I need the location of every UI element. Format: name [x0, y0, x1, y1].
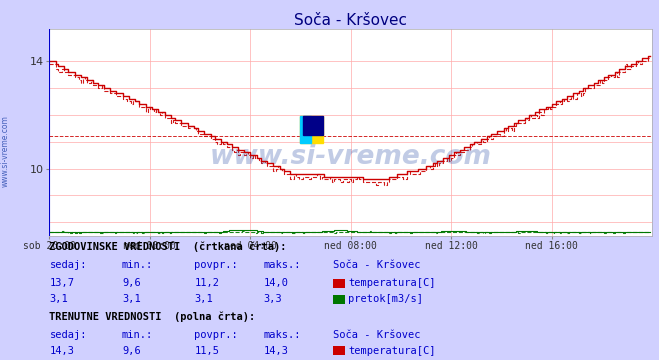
- Text: 14,0: 14,0: [264, 278, 289, 288]
- Text: ZGODOVINSKE VREDNOSTI  (črtkana črta):: ZGODOVINSKE VREDNOSTI (črtkana črta):: [49, 242, 287, 252]
- Text: sedaj:: sedaj:: [49, 330, 87, 340]
- Text: 13,7: 13,7: [49, 278, 74, 288]
- Text: 14,3: 14,3: [49, 346, 74, 356]
- Text: pretok[m3/s]: pretok[m3/s]: [348, 294, 423, 305]
- Text: Soča - Kršovec: Soča - Kršovec: [333, 330, 420, 340]
- Text: 3,1: 3,1: [122, 294, 140, 305]
- Text: min.:: min.:: [122, 260, 153, 270]
- Text: 3,3: 3,3: [264, 294, 282, 305]
- Text: Soča - Kršovec: Soča - Kršovec: [333, 260, 420, 270]
- Text: 3,1: 3,1: [194, 294, 213, 305]
- Text: 11,5: 11,5: [194, 346, 219, 356]
- Text: www.si-vreme.com: www.si-vreme.com: [210, 144, 492, 170]
- Text: povpr.:: povpr.:: [194, 260, 238, 270]
- Text: 14,3: 14,3: [264, 346, 289, 356]
- Bar: [300, 116, 322, 143]
- Bar: [300, 116, 311, 143]
- Text: 9,6: 9,6: [122, 346, 140, 356]
- Text: 3,1: 3,1: [49, 294, 68, 305]
- Text: maks.:: maks.:: [264, 330, 301, 340]
- Text: sedaj:: sedaj:: [49, 260, 87, 270]
- Bar: [303, 116, 322, 135]
- Title: Soča - Kršovec: Soča - Kršovec: [295, 13, 407, 28]
- Text: temperatura[C]: temperatura[C]: [348, 278, 436, 288]
- Text: www.si-vreme.com: www.si-vreme.com: [1, 115, 10, 187]
- Text: min.:: min.:: [122, 330, 153, 340]
- Text: temperatura[C]: temperatura[C]: [348, 346, 436, 356]
- Text: 11,2: 11,2: [194, 278, 219, 288]
- Text: povpr.:: povpr.:: [194, 330, 238, 340]
- Text: 9,6: 9,6: [122, 278, 140, 288]
- Text: TRENUTNE VREDNOSTI  (polna črta):: TRENUTNE VREDNOSTI (polna črta):: [49, 311, 256, 322]
- Text: maks.:: maks.:: [264, 260, 301, 270]
